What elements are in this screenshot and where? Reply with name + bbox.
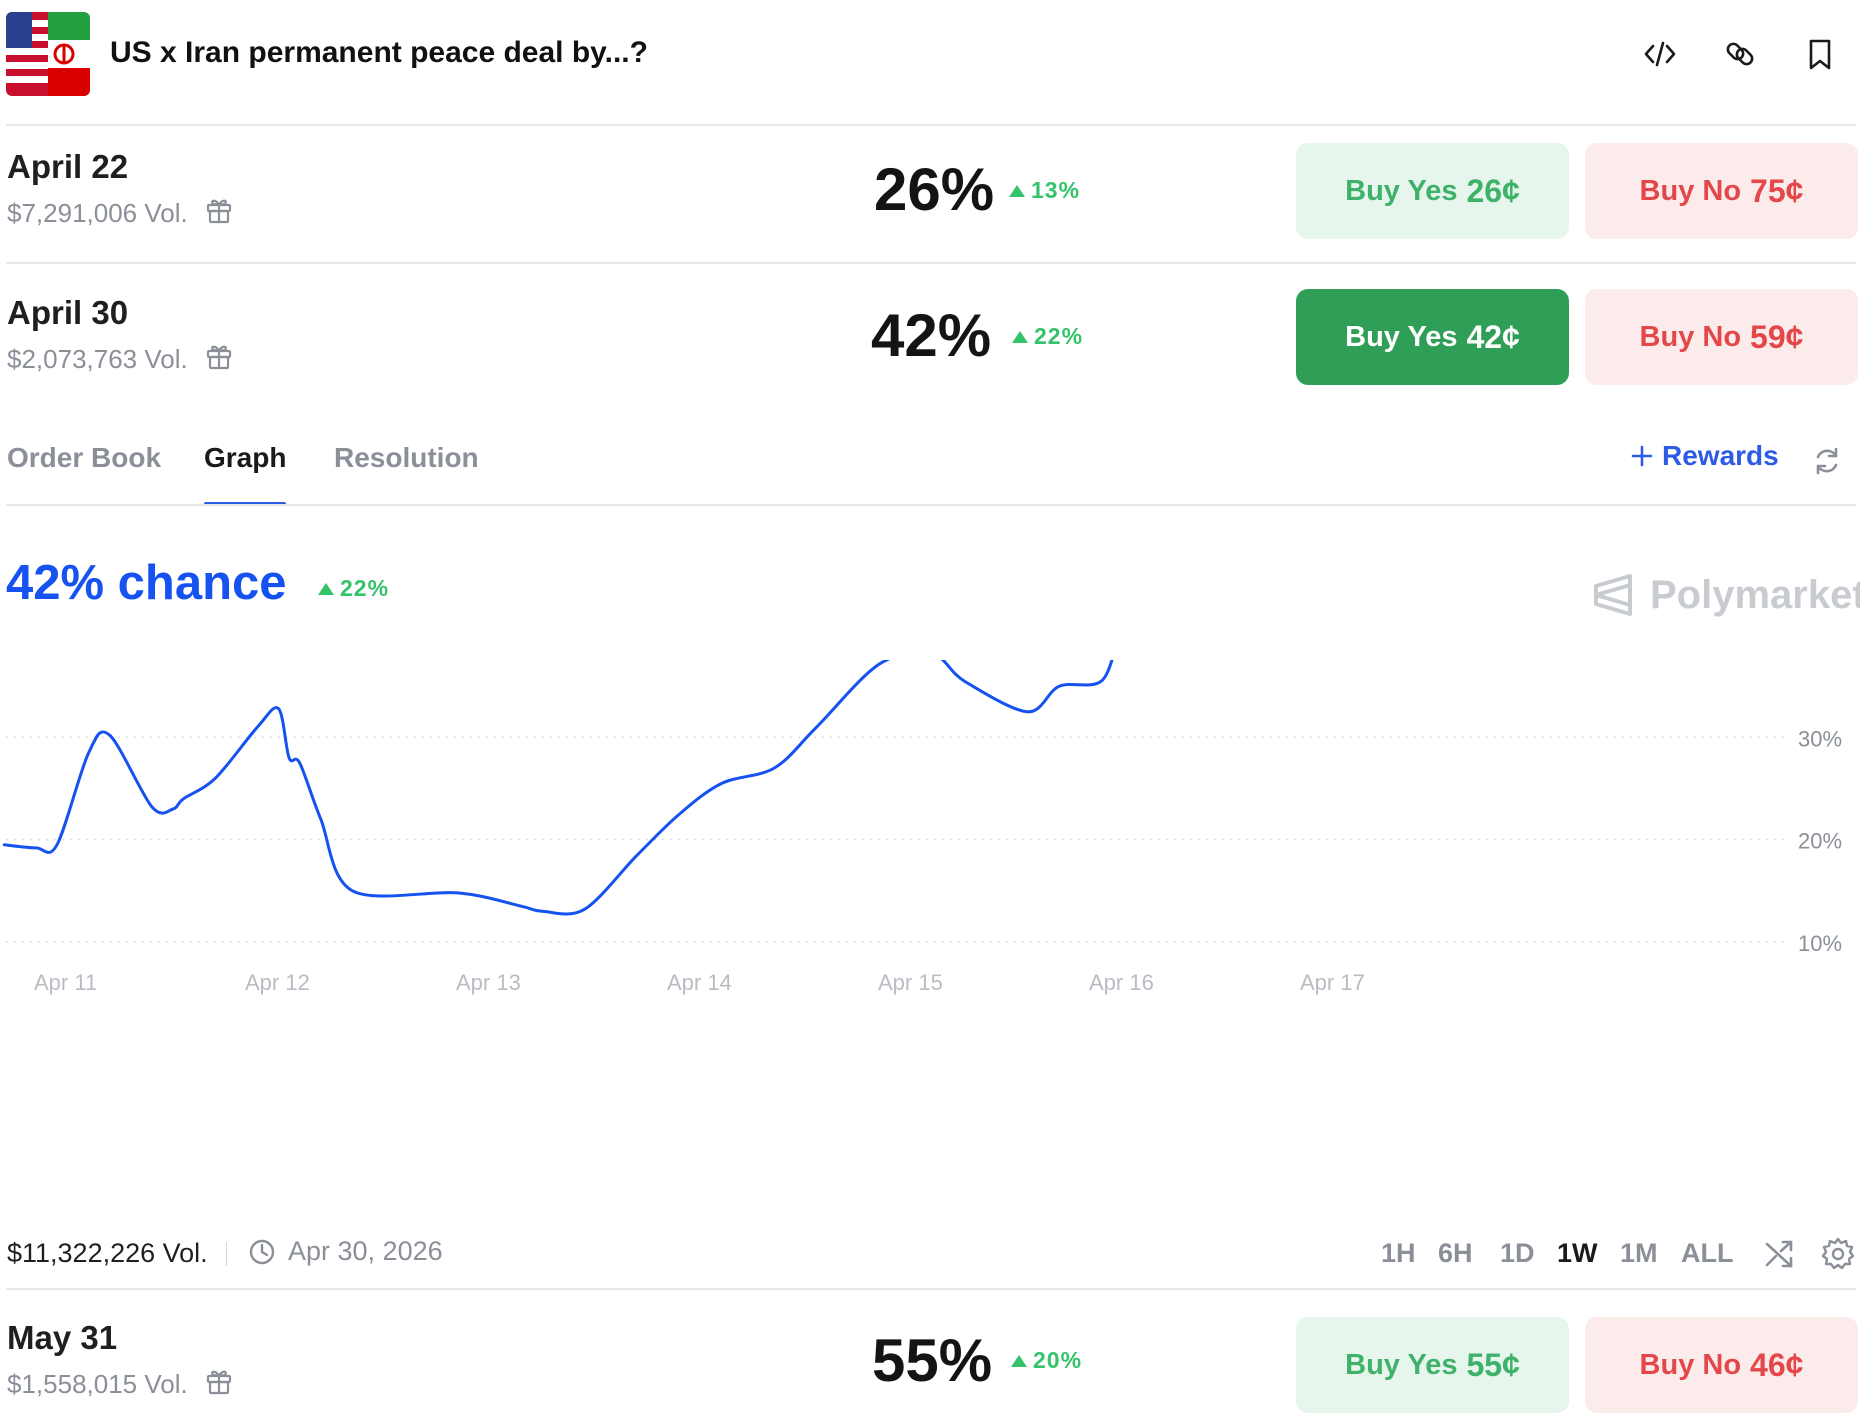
range-1d[interactable]: 1D	[1500, 1238, 1535, 1268]
chance-change: 22%	[318, 575, 389, 602]
buy-yes-label: Buy Yes	[1345, 1348, 1458, 1381]
graph-footer: $11,322,226 Vol. Apr 30, 2026 1H 6H 1D 1…	[0, 1230, 1860, 1280]
polymarket-watermark: Polymarket	[1592, 572, 1860, 618]
outcome-row[interactable]: April 22 $7,291,006 Vol. 26% 13% Buy Yes…	[0, 135, 1860, 265]
tabs-divider	[6, 504, 1856, 506]
rewards-button[interactable]: Rewards	[1630, 440, 1779, 472]
divider	[6, 262, 1856, 264]
outcome-row-selected[interactable]: April 30 $2,073,763 Vol. 42% 22% Buy Yes…	[0, 280, 1860, 410]
x-tick-label: Apr 11	[34, 970, 97, 995]
buy-no-price: 46¢	[1750, 1346, 1804, 1383]
range-1w[interactable]: 1W	[1557, 1238, 1598, 1268]
outcome-percent: 26%	[874, 156, 995, 223]
gift-icon[interactable]	[204, 341, 234, 378]
divider	[6, 1288, 1856, 1290]
x-tick-label: Apr 17	[1300, 970, 1365, 995]
x-tick-label: Apr 13	[456, 970, 521, 995]
x-tick-label: Apr 12	[245, 970, 310, 995]
outcome-volume: $2,073,763 Vol.	[7, 341, 234, 378]
buy-yes-button[interactable]: Buy Yes 42¢	[1296, 289, 1569, 385]
outcome-row[interactable]: May 31 $1,558,015 Vol. 55% 20% Buy Yes 55…	[0, 1305, 1860, 1420]
polymarket-logo-icon	[1594, 574, 1632, 616]
plus-icon	[1631, 445, 1653, 467]
x-tick-label: Apr 14	[667, 970, 732, 995]
buy-no-label: Buy No	[1639, 174, 1742, 207]
separator	[226, 1242, 227, 1266]
outcome-date: April 30	[7, 294, 129, 331]
buy-no-label: Buy No	[1639, 320, 1742, 353]
buy-yes-price: 55¢	[1466, 1346, 1520, 1383]
refresh-icon[interactable]	[1810, 444, 1844, 478]
chance-change-value: 22%	[340, 575, 390, 601]
outcome-volume-text: $1,558,015 Vol.	[7, 1369, 188, 1399]
outcome-volume: $7,291,006 Vol.	[7, 195, 234, 232]
end-date: Apr 30, 2026	[248, 1236, 443, 1267]
detail-tabs: Order Book Graph Resolution Rewards	[0, 430, 1860, 508]
y-tick-label: 10%	[1798, 931, 1842, 956]
buy-yes-label: Buy Yes	[1345, 174, 1458, 207]
range-6h[interactable]: 6H	[1438, 1238, 1473, 1268]
up-arrow-icon	[1009, 184, 1025, 197]
outcome-change: 13%	[1009, 177, 1080, 204]
tab-order-book[interactable]: Order Book	[7, 442, 162, 473]
buy-no-button[interactable]: Buy No 46¢	[1585, 1317, 1858, 1413]
buy-no-price: 59¢	[1750, 318, 1804, 355]
buy-yes-price: 26¢	[1466, 172, 1520, 209]
x-tick-label: Apr 16	[1089, 970, 1154, 995]
clock-icon	[249, 1239, 275, 1264]
chance-label: 42% chance	[6, 556, 287, 610]
rewards-label: Rewards	[1662, 440, 1779, 471]
end-date-text: Apr 30, 2026	[288, 1236, 443, 1266]
up-arrow-icon	[1011, 1354, 1027, 1367]
outcome-percent: 42%	[871, 302, 992, 369]
outcome-volume-text: $7,291,006 Vol.	[7, 198, 188, 228]
buy-yes-price: 42¢	[1466, 318, 1520, 355]
buy-yes-button[interactable]: Buy Yes 26¢	[1296, 143, 1569, 239]
buy-no-button[interactable]: Buy No 59¢	[1585, 289, 1858, 385]
gift-icon[interactable]	[204, 195, 234, 232]
bookmark-icon[interactable]	[1800, 34, 1840, 74]
outcome-volume-text: $2,073,763 Vol.	[7, 344, 188, 374]
total-volume: $11,322,226 Vol.	[7, 1238, 208, 1268]
link-icon[interactable]	[1720, 34, 1760, 74]
settings-gear-icon[interactable]	[1820, 1236, 1856, 1272]
y-tick-label: 20%	[1798, 829, 1842, 854]
market-title: US x Iran permanent peace deal by...?	[110, 36, 648, 69]
y-tick-label: 30%	[1798, 726, 1842, 751]
range-1m[interactable]: 1M	[1620, 1238, 1658, 1268]
code-icon[interactable]	[1640, 34, 1680, 74]
market-header: US x Iran permanent peace deal by...?	[0, 0, 1860, 125]
tab-resolution[interactable]: Resolution	[334, 442, 479, 473]
outcome-percent: 55%	[872, 1327, 993, 1394]
market-flag-image	[6, 12, 90, 96]
x-tick-label: Apr 15	[878, 970, 943, 995]
divider	[6, 124, 1856, 126]
buy-no-label: Buy No	[1639, 1348, 1742, 1381]
gift-icon[interactable]	[204, 1366, 234, 1403]
range-all[interactable]: ALL	[1681, 1238, 1734, 1268]
buy-no-button[interactable]: Buy No 75¢	[1585, 143, 1858, 239]
shuffle-icon[interactable]	[1762, 1236, 1798, 1272]
outcome-change: 22%	[1012, 323, 1083, 350]
buy-yes-button[interactable]: Buy Yes 55¢	[1296, 1317, 1569, 1413]
outcome-date: May 31	[7, 1319, 118, 1356]
buy-no-price: 75¢	[1750, 172, 1804, 209]
buy-yes-label: Buy Yes	[1345, 320, 1458, 353]
polymarket-watermark-text: Polymarket	[1650, 572, 1860, 617]
tab-graph[interactable]: Graph	[204, 442, 287, 473]
outcome-change-value: 20%	[1033, 1347, 1083, 1373]
outcome-volume: $1,558,015 Vol.	[7, 1366, 234, 1403]
up-arrow-icon	[318, 582, 334, 595]
outcome-change-value: 13%	[1031, 177, 1081, 203]
outcome-change-value: 22%	[1034, 323, 1084, 349]
outcome-change: 20%	[1011, 1347, 1082, 1374]
outcome-date: April 22	[7, 148, 129, 185]
series-line	[2, 660, 1114, 916]
up-arrow-icon	[1012, 330, 1028, 343]
range-1h[interactable]: 1H	[1381, 1238, 1416, 1268]
